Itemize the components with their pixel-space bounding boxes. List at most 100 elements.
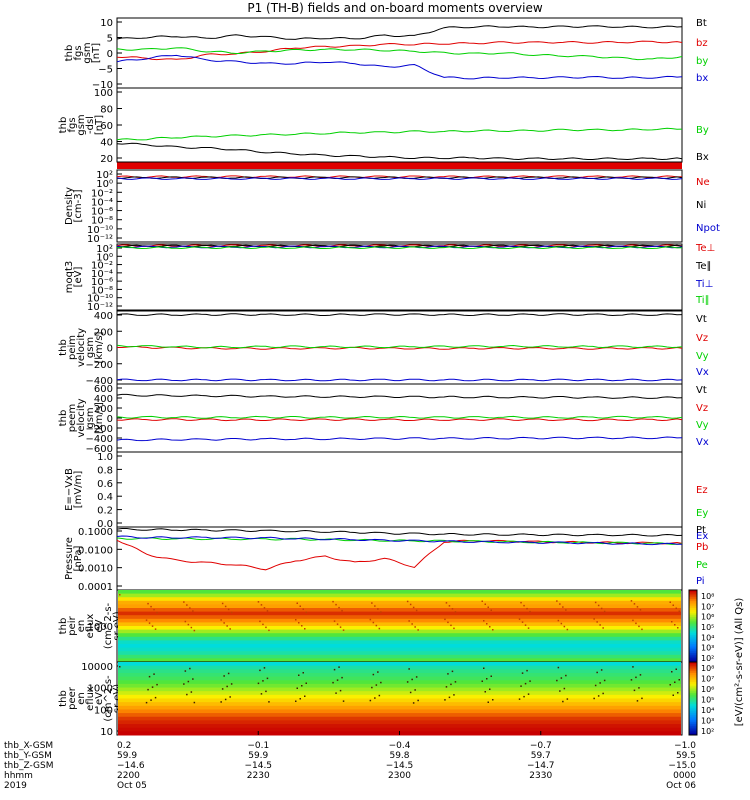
heatmap-speckle <box>375 624 378 627</box>
y-axis-label: velocity <box>76 328 87 367</box>
y-tick-label: 10⁻² <box>91 188 113 199</box>
heatmap-speckle <box>408 620 410 622</box>
heatmap-row <box>118 644 681 649</box>
heatmap-speckle <box>223 675 225 677</box>
y-axis-label: thb <box>58 339 69 356</box>
heatmap-speckle <box>333 668 336 671</box>
heatmap-speckle <box>562 700 564 703</box>
heatmap-speckle <box>145 619 148 621</box>
heatmap-speckle <box>119 666 121 668</box>
colorbar-cell <box>689 633 697 636</box>
heatmap-speckle <box>184 620 187 623</box>
heatmap-speckle <box>671 621 673 623</box>
heatmap-speckle <box>154 696 157 699</box>
y-tick-label: 10⁻¹⁰ <box>87 294 113 305</box>
heatmap-speckle <box>341 609 343 612</box>
heatmap-speckle <box>520 601 522 604</box>
heatmap-speckle <box>529 680 531 682</box>
heatmap-speckle <box>448 696 451 699</box>
heatmap-row <box>118 669 681 674</box>
legend-Vt: Vt <box>696 385 707 396</box>
series-line-Bt <box>116 25 683 40</box>
colorbar-cell <box>689 602 697 605</box>
heatmap-row <box>118 727 681 732</box>
legend-Pb: Pb <box>696 542 708 553</box>
heatmap-speckle <box>339 689 342 692</box>
colorbar-frame <box>688 661 698 736</box>
heatmap-speckle <box>520 685 522 687</box>
colorbar-cell <box>689 636 697 640</box>
heatmap-speckle <box>153 673 155 675</box>
heatmap-speckle <box>336 623 339 625</box>
heatmap-speckle <box>411 678 413 681</box>
y-axis-label: [nPa] <box>73 545 84 571</box>
colorbar-label: 10⁶ <box>701 685 714 694</box>
heatmap-speckle <box>639 674 642 676</box>
colorbar-cell <box>689 620 697 623</box>
colorbar-cell <box>689 656 697 659</box>
heatmap-speckle <box>453 694 455 696</box>
y-tick-label: 80 <box>100 105 113 116</box>
heatmap-row <box>118 593 681 598</box>
legend-Vz: Vz <box>696 333 708 344</box>
heatmap-row <box>118 702 681 707</box>
heatmap-speckle <box>566 698 569 700</box>
colorbar-cell <box>689 667 697 670</box>
heatmap-speckle <box>412 702 415 704</box>
y-tick-label: 0.0100 <box>78 545 113 556</box>
heatmap-speckle <box>414 626 416 628</box>
y-axis-label: Density <box>64 187 75 225</box>
colorbar-cell <box>689 729 697 732</box>
colorbar-cell <box>689 638 697 641</box>
heatmap-speckle <box>641 697 643 700</box>
colorbar-cell <box>689 711 697 714</box>
heatmap-speckle <box>265 690 267 693</box>
heatmap-speckle <box>556 600 558 602</box>
x-tick-label: 59.8 <box>389 751 409 761</box>
panel-frame <box>116 169 683 243</box>
y-axis-label: [nT] <box>91 43 102 63</box>
legend-Npot: Npot <box>696 223 720 234</box>
heatmap-speckle <box>671 671 673 673</box>
x-row-label: hhmm <box>4 771 33 781</box>
series-line-Npot <box>116 177 683 180</box>
y-tick-label: 0.2 <box>97 506 113 517</box>
heatmap-speckle <box>675 607 677 609</box>
legend-Ey: Ey <box>696 508 708 519</box>
heatmap-row <box>118 622 681 627</box>
y-tick-label: 10⁻¹² <box>87 234 113 245</box>
y-tick-label: 10⁻⁸ <box>91 216 113 227</box>
x-tick-label: Oct 05 <box>117 781 147 791</box>
colorbar-cell <box>689 665 697 668</box>
heatmap-speckle <box>557 619 560 622</box>
y-tick-label: 10⁻⁴ <box>91 269 113 280</box>
heatmap-speckle <box>483 620 485 622</box>
heatmap-row <box>118 636 681 641</box>
heatmap-speckle <box>406 600 409 603</box>
y-axis-label: eV <box>94 619 105 632</box>
heatmap-speckle <box>486 623 488 625</box>
x-tick-label: −0.7 <box>530 741 552 751</box>
heatmap-speckle <box>450 683 452 686</box>
colorbar-cell <box>689 629 697 632</box>
heatmap-speckle <box>263 667 266 669</box>
colorbar-cell <box>689 640 697 643</box>
colorbar-cell <box>689 687 697 690</box>
heatmap-speckle <box>380 611 382 613</box>
heatmap-speckle <box>296 687 298 689</box>
heatmap-speckle <box>148 675 151 678</box>
heatmap-speckle <box>257 682 260 685</box>
heatmap-speckle <box>374 605 376 607</box>
colorbar-cell <box>689 653 697 656</box>
heatmap-row <box>118 611 681 616</box>
heatmap-row <box>118 647 681 652</box>
heatmap-speckle <box>190 626 193 629</box>
heatmap-row <box>118 615 681 620</box>
heatmap-row <box>118 724 681 729</box>
colorbar-cell <box>689 733 697 736</box>
series-line-Vy <box>116 415 683 419</box>
colorbar-cell <box>689 631 697 634</box>
heatmap-speckle <box>414 689 416 691</box>
